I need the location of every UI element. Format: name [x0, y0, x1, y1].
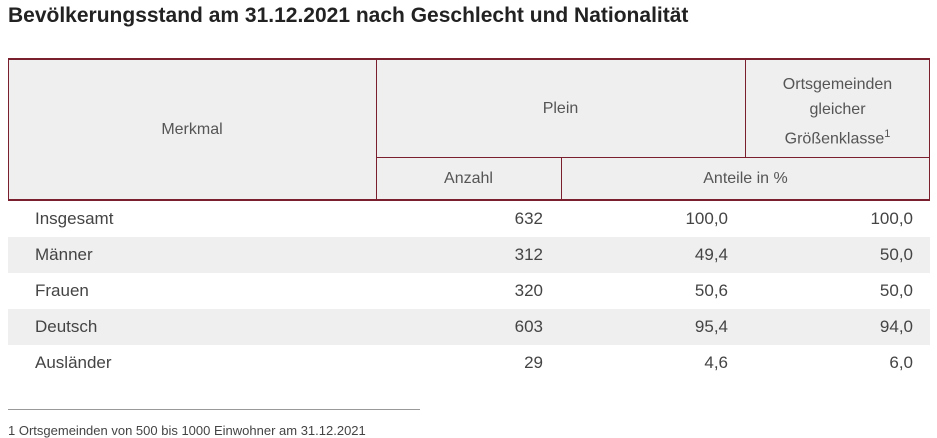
footnote-marker: 1 [884, 128, 891, 141]
row-label: Insgesamt [35, 209, 114, 228]
header-cell: Merkmal [8, 59, 376, 200]
cell-value: 29 [524, 353, 543, 372]
border [376, 157, 930, 158]
row-label: Deutsch [35, 317, 98, 336]
cell-value: 312 [514, 245, 543, 264]
border [8, 199, 930, 201]
cell-value: 320 [514, 281, 543, 300]
row-label: Ausländer [35, 353, 112, 372]
table-title: Bevölkerungsstand am 31.12.2021 nach Ges… [8, 4, 689, 27]
header-text: Ortsgemeinden gleicher Größenklasse [782, 76, 893, 148]
footnote-marker: 1 [8, 423, 16, 438]
table-row: Insgesamt 632 100,0 100,0 [8, 201, 930, 237]
cell-value: 50,0 [879, 281, 913, 300]
header-text: Anteile in % [703, 170, 788, 187]
border [8, 58, 9, 201]
cell-value: 95,4 [694, 317, 728, 336]
table-row: Männer 312 49,4 50,0 [8, 237, 930, 273]
cell-value: 100,0 [685, 209, 728, 228]
table-row: Deutsch 603 95,4 94,0 [8, 309, 930, 345]
cell-value: 100,0 [870, 209, 913, 228]
border [561, 157, 562, 200]
table-row: Frauen 320 50,6 50,0 [8, 273, 930, 309]
cell-value: 4,6 [704, 353, 728, 372]
row-label: Männer [35, 245, 93, 264]
cell-value: 50,6 [694, 281, 728, 300]
border [745, 58, 746, 157]
header-text: Merkmal [161, 121, 223, 138]
row-label: Frauen [35, 281, 89, 300]
header-text: Anzahl [444, 170, 493, 187]
header-cell: Ortsgemeinden gleicher Größenklasse1 [745, 59, 930, 157]
footnote-text: Ortsgemeinden von 500 bis 1000 Einwohner… [18, 423, 366, 438]
cell-value: 6,0 [889, 353, 913, 372]
cell-value: 50,0 [879, 245, 913, 264]
cell-value: 632 [514, 209, 543, 228]
footnote: 1 Ortsgemeinden von 500 bis 1000 Einwohn… [8, 423, 366, 438]
header-text: Ortsgemeinden gleicher Größenklasse1 [765, 72, 910, 151]
footnote-rule [8, 409, 420, 410]
header-cell: Plein [376, 59, 745, 157]
header-cell: Anteile in % [561, 157, 930, 200]
cell-value: 603 [514, 317, 543, 336]
border [376, 58, 377, 201]
header-cell: Anzahl [376, 157, 561, 200]
border [929, 58, 930, 201]
cell-value: 49,4 [694, 245, 728, 264]
border [8, 58, 930, 60]
header-text: Plein [542, 99, 579, 117]
table-row: Ausländer 29 4,6 6,0 [8, 345, 930, 381]
cell-value: 94,0 [879, 317, 913, 336]
